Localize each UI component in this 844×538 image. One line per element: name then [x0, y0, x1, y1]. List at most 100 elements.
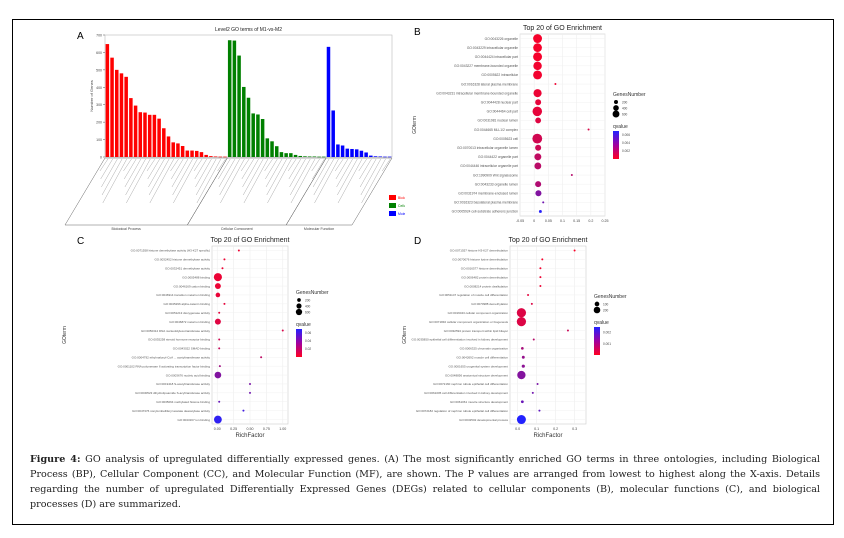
go-term-label: GO:0045296 alpha-catenin binding: [163, 302, 210, 306]
enrichment-dot: [538, 409, 541, 412]
go-term-label: GO:0072160 nephron tubule epithelial cel…: [433, 382, 508, 386]
x-tick-label-placeholder: [290, 158, 316, 204]
bar-cellular-component: [227, 40, 232, 157]
x-tick-label-placeholder: [100, 158, 113, 180]
x-tick-label-placeholder: [241, 158, 255, 180]
go-term-label: GO:0071558 histone demethylase activity …: [131, 249, 210, 253]
enrichment-dot: [520, 400, 524, 404]
color-legend-label: 0.004: [622, 141, 630, 145]
x-tick-label-placeholder: [219, 158, 240, 196]
color-legend-title: qvalue: [594, 320, 609, 326]
go-term-label: GO:0047376 nonylumbelliferyl acetate dea…: [132, 409, 210, 413]
size-legend-title: GenesNumber: [594, 294, 627, 300]
enrichment-dot: [218, 347, 221, 350]
go-term-label: GO:0016577 histone demethylation: [461, 266, 509, 270]
bar-molecular-function: [336, 144, 340, 157]
go-term-label: GO:0051147 regulation of muscle cell dif…: [439, 293, 508, 297]
go-term-label: GO:0001655 urogenital system development: [448, 364, 508, 368]
enrichment-dot: [516, 317, 527, 327]
ontology-group-label: Molecular Function: [304, 227, 334, 230]
enrichment-dot: [533, 70, 543, 80]
bar-molecular-function: [364, 152, 368, 157]
go-term-label: GO:0051213 dioxygenase activity: [165, 311, 210, 315]
size-legend-dot: [614, 100, 618, 104]
bar-biological-process: [223, 156, 227, 158]
x-tick-label-placeholder: [195, 158, 212, 188]
x-tick-label-placeholder: [312, 158, 330, 188]
y-axis-label: Number of Genes: [89, 80, 94, 112]
x-tick-label-placeholder: [172, 158, 193, 196]
go-term-label: GO:0070013 intracellular organelle lumen: [457, 146, 518, 150]
color-legend-label: 0.06: [305, 331, 311, 335]
enrichment-dot: [532, 133, 543, 144]
bar-molecular-function: [354, 149, 359, 157]
x-tick-label: 0.00: [214, 427, 221, 431]
go-term-label: GO:0043231 intracellular membrane-bounde…: [436, 91, 518, 95]
go-term-label: GO:0043022 SMAD binding: [173, 347, 211, 351]
x-tick-label: -0.05: [516, 219, 524, 223]
x-tick-label: 0.2: [588, 219, 593, 223]
x-tick-label-placeholder: [265, 158, 278, 180]
go-term-label: GO:0005488 binding: [182, 275, 210, 279]
enrichment-dot: [535, 181, 542, 188]
size-legend-label: 100: [603, 302, 609, 306]
x-tick-label-placeholder: [289, 158, 306, 188]
enrichment-dot: [221, 267, 224, 270]
go-term-label: GO:0061061 muscle structure development: [450, 400, 508, 404]
go-term-label: GO:0043167 ion binding: [177, 418, 210, 422]
bar-biological-process: [110, 57, 114, 157]
panel-c-dot-plot: Top 20 of GO Enrichment 0.00 0.25 0.50 0.75 1…: [60, 230, 350, 445]
enrichment-dot: [516, 415, 526, 425]
plot-area: [509, 245, 587, 425]
enrichment-dot: [531, 391, 534, 394]
x-tick-label-placeholder: [313, 158, 335, 196]
x-tick-label-placeholder: [193, 158, 203, 172]
caption-label: Figure 4:: [30, 454, 81, 465]
y-tick-label: 600: [96, 51, 102, 55]
bar-biological-process: [115, 69, 119, 157]
go-term-label: GO:0072182 regulation of nephron tubule …: [416, 409, 509, 413]
bar-cellular-component: [279, 152, 284, 157]
bar-biological-process: [213, 156, 218, 158]
bar-biological-process: [176, 143, 180, 157]
x-tick-label-placeholder: [359, 158, 377, 188]
chart-title: Top 20 of GO Enrichment: [509, 237, 588, 244]
y-tick-label: 700: [96, 34, 102, 38]
bar-cellular-component: [317, 156, 321, 158]
go-term-label: GO:0070076 histone lysine demethylation: [452, 258, 508, 262]
enrichment-dot: [527, 293, 530, 296]
enrichment-dot: [535, 144, 542, 151]
size-legend-label: 200: [305, 298, 311, 302]
bp-enrichment-dot-plot: Top 20 of GO Enrichment 0.0 0.1 0.2 0.3 GO:00…: [402, 237, 627, 439]
bar-cellular-component: [307, 156, 312, 158]
enrichment-dot: [554, 83, 557, 86]
enrichment-dot: [530, 302, 533, 305]
bar-molecular-function: [359, 150, 364, 157]
go-term-label: GO:0006482 protein demethylation: [461, 275, 508, 279]
x-tick-label-placeholder: [171, 158, 184, 180]
bar-biological-process: [152, 114, 157, 157]
enrichment-dot: [517, 370, 526, 380]
enrichment-dot: [532, 106, 543, 117]
bar-cellular-component: [246, 97, 251, 157]
x-tick-label-placeholder: [123, 158, 132, 172]
x-tick-label-placeholder: [314, 158, 339, 204]
enrichment-dot: [223, 258, 226, 261]
go-term-label: GO:0048856 anatomical structure developm…: [445, 373, 508, 377]
x-tick-label-placeholder: [126, 158, 151, 204]
bar-cellular-component: [289, 153, 293, 157]
bar-cellular-component: [322, 156, 326, 158]
bar-molecular-function: [387, 156, 392, 158]
x-tick-label-placeholder: [359, 158, 372, 180]
bar-cellular-component: [298, 155, 303, 157]
enrichment-dot: [533, 34, 543, 43]
go-term-label: GO:0035258 steroid hormone receptor bind…: [148, 338, 210, 342]
mf-enrichment-dot-plot: Top 20 of GO Enrichment 0.00 0.25 0.50 0.75 1…: [62, 237, 329, 439]
bar-biological-process: [185, 150, 190, 157]
go-term-label: GO:0008214 protein dealkylation: [464, 284, 508, 288]
enrichment-dot: [535, 190, 542, 197]
chart-title: Top 20 of GO Enrichment: [523, 25, 602, 32]
enrichment-dot: [539, 276, 542, 279]
enrichment-dot: [249, 382, 251, 385]
panel-label-d: D: [414, 236, 422, 247]
